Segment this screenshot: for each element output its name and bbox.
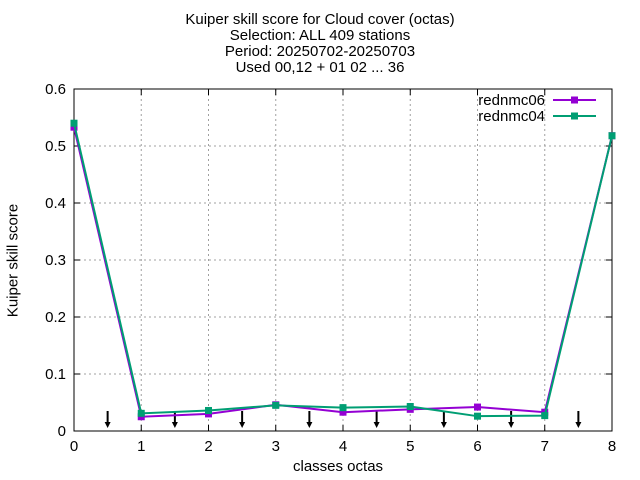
down-arrow-head xyxy=(575,422,582,428)
x-tick-label: 4 xyxy=(339,438,347,455)
x-tick-label: 3 xyxy=(272,438,280,455)
series-2-point xyxy=(474,412,481,420)
series-2-point xyxy=(70,119,78,127)
series-2-point xyxy=(541,412,549,420)
series-2-point xyxy=(406,402,414,410)
x-tick-label: 7 xyxy=(541,438,549,455)
series-2-point xyxy=(339,404,347,412)
x-tick-label: 2 xyxy=(204,438,212,455)
x-axis-label: classes octas xyxy=(293,458,384,475)
series-2-point xyxy=(137,409,145,417)
y-tick-label: 0.1 xyxy=(45,366,66,383)
x-tick-label: 5 xyxy=(406,438,414,455)
y-tick-label: 0 xyxy=(58,423,66,440)
chart-title-line-3: Period: 20250702-20250703 xyxy=(224,43,416,60)
down-arrow-head xyxy=(440,422,447,428)
y-tick-label: 0.6 xyxy=(45,81,66,98)
y-tick-label: 0.3 xyxy=(45,252,66,269)
legend-label-series-1: rednmc06 xyxy=(478,92,545,109)
down-arrow-head xyxy=(171,422,178,428)
legend-sample-marker-1 xyxy=(571,96,578,104)
series-2-point xyxy=(205,406,212,414)
legend-label-series-2: rednmc04 xyxy=(478,108,545,125)
series-1-point xyxy=(339,408,347,416)
x-tick-label: 8 xyxy=(608,438,616,455)
series-2-point xyxy=(608,132,616,140)
x-tick-label: 0 xyxy=(70,438,78,455)
y-axis-label: Kuiper skill score xyxy=(4,203,22,318)
legend-sample-marker-2 xyxy=(571,112,578,120)
down-arrow-head xyxy=(239,422,246,428)
y-tick-label: 0.4 xyxy=(45,195,66,212)
down-arrow-head xyxy=(104,422,111,428)
chart-title-line-2: Selection: ALL 409 stations xyxy=(229,27,411,44)
chart-title-line-1: Kuiper skill score for Cloud cover (octa… xyxy=(185,11,455,28)
x-tick-label: 1 xyxy=(137,438,145,455)
down-arrow-head xyxy=(508,422,515,428)
series-1-point xyxy=(474,403,481,411)
x-tick-label: 6 xyxy=(473,438,481,455)
down-arrow-head xyxy=(373,422,380,428)
down-arrow-head xyxy=(306,422,313,428)
y-tick-label: 0.2 xyxy=(45,309,66,326)
y-tick-label: 0.5 xyxy=(45,138,66,155)
series-2-point xyxy=(272,401,280,409)
chart-title-line-4: Used 00,12 + 01 02 ... 36 xyxy=(235,59,405,76)
